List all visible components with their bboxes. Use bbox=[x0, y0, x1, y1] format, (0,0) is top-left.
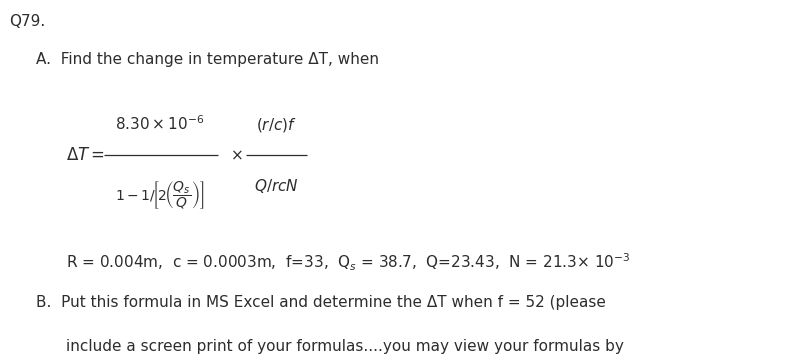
Text: B.  Put this formula in MS Excel and determine the ΔT when f = 52 (please: B. Put this formula in MS Excel and dete… bbox=[36, 295, 606, 310]
Text: Q79.: Q79. bbox=[10, 14, 46, 29]
Text: include a screen print of your formulas....you may view your formulas by: include a screen print of your formulas.… bbox=[66, 339, 623, 354]
Text: $8.30\times10^{-6}$: $8.30\times10^{-6}$ bbox=[115, 114, 205, 132]
Text: $\Delta T=$: $\Delta T=$ bbox=[66, 146, 105, 164]
Text: $(r/c)f$: $(r/c)f$ bbox=[255, 116, 297, 134]
Text: A.  Find the change in temperature ΔT, when: A. Find the change in temperature ΔT, wh… bbox=[36, 52, 379, 67]
Text: R = 0.004m,  c = 0.0003m,  f=33,  Q$_s$ = 38.7,  Q=23.43,  N = 21.3$\times$ 10$^: R = 0.004m, c = 0.0003m, f=33, Q$_s$ = 3… bbox=[66, 252, 630, 273]
Text: $1-1/\!\left[2\!\left(\dfrac{Q_s}{Q}\right)\right]$: $1-1/\!\left[2\!\left(\dfrac{Q_s}{Q}\rig… bbox=[115, 180, 205, 212]
Text: $\times$: $\times$ bbox=[230, 148, 243, 163]
Text: $Q/rcN$: $Q/rcN$ bbox=[254, 177, 298, 195]
